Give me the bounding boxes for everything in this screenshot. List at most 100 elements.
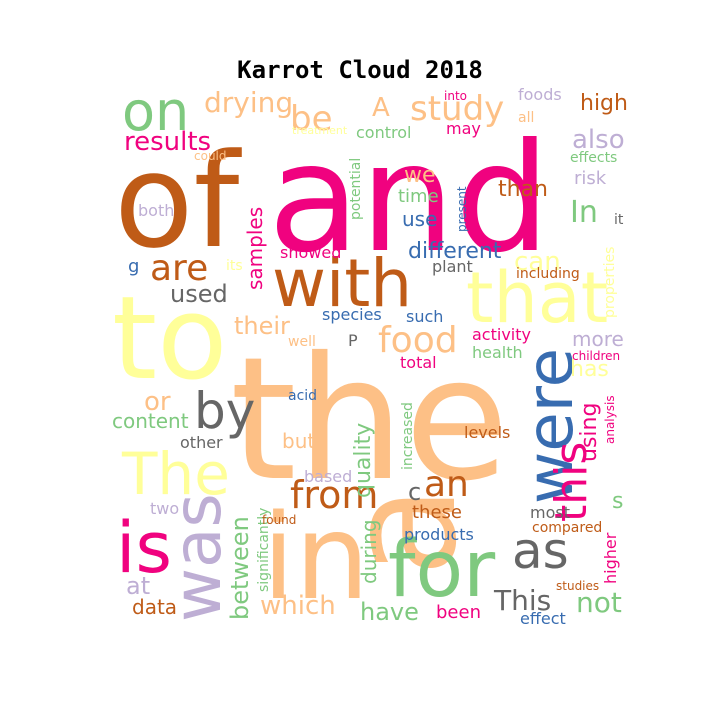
word-acid: acid <box>288 388 317 404</box>
word-but: but <box>282 429 315 453</box>
word-these: these <box>412 502 462 523</box>
figure-title: Karrot Cloud 2018 <box>237 56 483 84</box>
word-or: or <box>144 387 171 417</box>
word-foods: foods <box>518 85 562 104</box>
word-content: content <box>112 409 189 433</box>
word-based: based <box>304 467 352 486</box>
word-such: such <box>406 307 443 326</box>
word-has: has <box>570 357 609 382</box>
word-well: well <box>288 334 316 350</box>
word-is: is <box>116 507 172 589</box>
word-during: during <box>357 519 381 584</box>
word-use: use <box>402 207 437 231</box>
word-potential: potential <box>348 158 364 220</box>
word-increased: increased <box>400 402 416 470</box>
word-found: found <box>262 513 296 527</box>
word-from: from <box>290 473 378 517</box>
word-p: P <box>348 331 358 350</box>
word-health: health <box>472 343 523 362</box>
word-not: not <box>576 586 622 619</box>
word-their: their <box>234 312 290 340</box>
word-used: used <box>170 280 228 308</box>
word-as: as <box>512 522 569 580</box>
word-control: control <box>356 123 411 142</box>
word-risk: risk <box>574 168 607 189</box>
word-present: present <box>455 186 469 232</box>
word-compared: compared <box>532 520 602 536</box>
word-this: This <box>493 584 551 617</box>
word-may: may <box>446 119 481 138</box>
word-also: also <box>572 125 625 155</box>
word-and: and <box>268 112 550 286</box>
word-using: using <box>577 403 602 462</box>
word-higher: higher <box>601 532 620 584</box>
word-activity: activity <box>472 325 531 344</box>
word-species: species <box>322 305 382 324</box>
word-data: data <box>132 595 177 619</box>
word-are: are <box>150 248 208 289</box>
word-s: s <box>612 489 623 514</box>
word-we: we <box>404 163 436 188</box>
word-be: be <box>290 99 333 139</box>
word-with: with <box>272 245 412 322</box>
word-results: results <box>124 127 211 157</box>
word-was: was <box>159 493 236 622</box>
word-properties: properties <box>602 247 618 318</box>
word-can: can <box>514 247 561 277</box>
word-which: which <box>260 591 336 621</box>
word-including: including <box>516 266 580 282</box>
word-of: of <box>114 125 243 277</box>
word-plant: plant <box>432 257 473 276</box>
word-been: been <box>436 602 481 623</box>
word-products: products <box>404 525 474 544</box>
word-studies: studies <box>556 579 599 593</box>
word-high: high <box>580 91 628 116</box>
word-study: study <box>410 89 504 129</box>
word-both: both <box>138 201 174 220</box>
word-a: a <box>316 485 490 577</box>
word-an: an <box>424 464 469 505</box>
word-samples: samples <box>243 207 267 290</box>
word-it: it <box>614 212 624 228</box>
word-two: two <box>150 499 179 518</box>
word-its: its <box>226 258 243 274</box>
word-all: all <box>518 110 534 126</box>
word-in: in <box>262 488 370 626</box>
word-total: total <box>400 353 437 372</box>
word-time: time <box>398 186 439 207</box>
word-were: were <box>514 348 588 504</box>
word-effects: effects <box>570 150 617 166</box>
word-g: g <box>128 256 139 277</box>
word-that: that <box>466 257 608 339</box>
word-into: into <box>444 89 467 103</box>
word-quality: quality <box>351 423 376 498</box>
word-by: by <box>194 382 255 440</box>
word-showed: showed <box>280 243 341 262</box>
word-could: could <box>194 149 227 163</box>
word-for: for <box>388 525 496 615</box>
word-other: other <box>180 433 223 452</box>
word-at: at <box>126 572 150 600</box>
word-more: more <box>572 327 624 351</box>
word-effect: effect <box>520 609 566 628</box>
word-levels: levels <box>464 423 510 442</box>
word-the: The <box>121 440 230 508</box>
word-c: c <box>408 478 421 506</box>
word-the: the <box>230 321 509 519</box>
word-most: most <box>530 503 570 522</box>
word-this: this <box>546 442 597 522</box>
word-in: In <box>570 195 598 230</box>
word-analysis: analysis <box>603 395 617 444</box>
word-treatment: treatment <box>292 124 348 137</box>
word-children: children <box>572 349 620 363</box>
word-between: between <box>226 516 254 620</box>
word-food: food <box>378 320 458 361</box>
word-than: than <box>498 177 548 202</box>
word-significantly: significantly <box>256 508 272 592</box>
word-drying: drying <box>204 86 293 119</box>
word-to: to <box>112 272 227 406</box>
word-a: A <box>372 93 390 123</box>
word-have: have <box>360 598 419 626</box>
